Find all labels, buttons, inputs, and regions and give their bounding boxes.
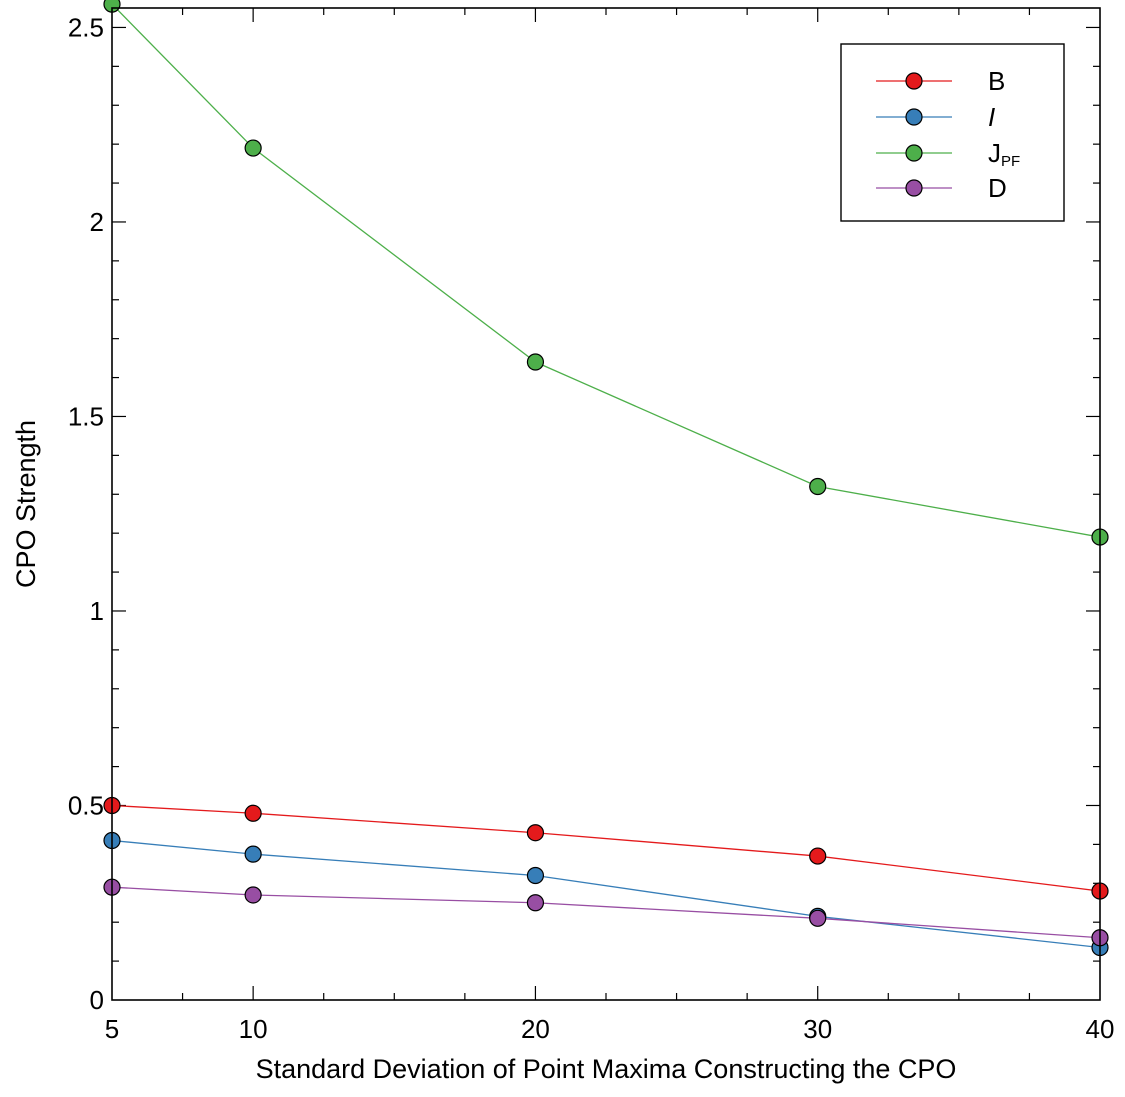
axis-ticks [112,8,1100,1000]
y-tick-label: 0.5 [68,790,104,820]
data-point-jpf [526,353,545,371]
data-point-jpf [809,477,827,496]
data-point-d [244,886,262,904]
legend-box [840,43,1065,222]
legend-label-b: B [988,66,1005,96]
legend-marker-jpf [905,144,923,162]
data-point-i [526,866,545,885]
data-point-jpf [244,139,262,157]
x-axis-title: Standard Deviation of Point Maxima Const… [256,1054,957,1084]
x-tick-label: 30 [803,1014,832,1044]
legend-marker-b [905,72,923,90]
x-tick-label: 40 [1086,1014,1115,1044]
y-tick-label: 1.5 [68,401,104,431]
markers-layer [103,0,1109,957]
y-tick-label: 2 [90,207,104,237]
data-point-b [526,824,545,842]
y-tick-label: 1 [90,596,104,626]
data-point-d [809,909,827,927]
legend-marker-i [905,108,923,126]
data-point-b [244,804,262,822]
legend-label-i: I [988,102,995,132]
x-tick-label: 10 [239,1014,268,1044]
data-point-i [244,845,262,863]
y-tick-label: 2.5 [68,12,104,42]
y-tick-label: 0 [90,985,104,1015]
plot-frame [111,7,1101,1001]
data-point-d [526,894,545,912]
y-axis-title: CPO Strength [11,420,41,588]
legend-marker-d [905,179,923,197]
series-line-b [112,804,1100,892]
data-point-b [809,847,827,865]
x-tick-label: 20 [521,1014,550,1044]
x-tick-label: 5 [105,1014,119,1044]
tick-labels: 5 10 20 30 40 0 0.5 1 1.5 2 2.5 [68,12,1115,1044]
legend-label-subscript: PF [1001,153,1020,170]
legend-label-d: D [988,173,1007,203]
